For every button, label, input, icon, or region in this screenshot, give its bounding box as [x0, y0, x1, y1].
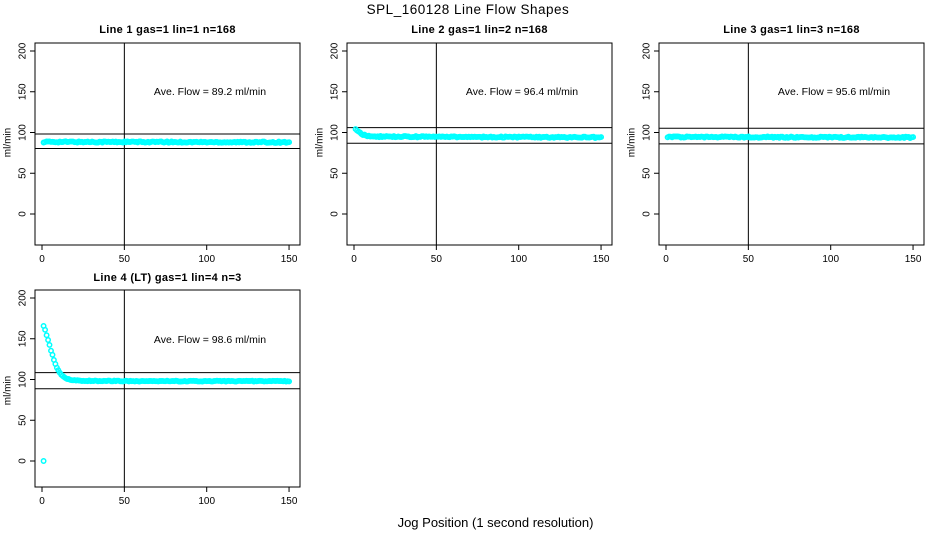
svg-text:50: 50 — [431, 254, 443, 265]
svg-text:200: 200 — [330, 42, 341, 59]
y-axis-label: ml/min — [2, 127, 14, 158]
panel-title: Line 1 gas=1 lin=1 n=168 — [99, 24, 236, 36]
svg-text:150: 150 — [330, 83, 341, 100]
plot-area-line-4-icon: 0 50 100 150 0 50 100 150 200 — [18, 289, 301, 507]
svg-text:150: 150 — [905, 254, 922, 265]
y-axis-label: ml/min — [626, 127, 638, 158]
svg-text:50: 50 — [642, 167, 653, 179]
svg-text:100: 100 — [198, 496, 215, 507]
panel-title: Line 3 gas=1 lin=3 n=168 — [723, 24, 860, 36]
svg-text:0: 0 — [663, 254, 669, 265]
svg-text:100: 100 — [18, 371, 29, 388]
plot-area-line-3-icon: 0 50 100 150 0 50 100 150 200 — [642, 42, 925, 265]
svg-text:150: 150 — [642, 83, 653, 100]
x-axis-label: Jog Position (1 second resolution) — [397, 515, 594, 530]
svg-text:0: 0 — [18, 458, 29, 464]
figure-title: SPL_160128 Line Flow Shapes — [366, 2, 570, 17]
svg-text:100: 100 — [198, 254, 215, 265]
svg-text:50: 50 — [119, 254, 131, 265]
svg-text:150: 150 — [18, 330, 29, 347]
svg-text:100: 100 — [642, 124, 653, 141]
svg-text:100: 100 — [330, 124, 341, 141]
panel-line-3: 0 50 100 150 0 50 100 150 200 Line 3 gas=1 lin=3… — [624, 20, 936, 270]
panel-title: Line 4 (LT) gas=1 lin=4 n=3 — [93, 272, 242, 284]
svg-text:50: 50 — [119, 496, 131, 507]
svg-text:0: 0 — [39, 496, 45, 507]
svg-text:0: 0 — [642, 211, 653, 217]
ave-flow-annotation: Ave. Flow = 89.2 ml/min — [153, 86, 267, 98]
svg-text:0: 0 — [39, 254, 45, 265]
svg-text:50: 50 — [18, 414, 29, 426]
svg-text:200: 200 — [18, 42, 29, 59]
panel-title: Line 2 gas=1 lin=2 n=168 — [411, 24, 548, 36]
svg-text:100: 100 — [822, 254, 839, 265]
ave-flow-annotation: Ave. Flow = 98.6 ml/min — [153, 334, 267, 346]
svg-text:150: 150 — [281, 254, 298, 265]
svg-text:0: 0 — [18, 211, 29, 217]
panel-line-2: 0 50 100 150 0 50 100 150 200 Line 2 gas=1 lin=2… — [312, 20, 624, 270]
svg-text:100: 100 — [510, 254, 527, 265]
svg-text:50: 50 — [18, 167, 29, 179]
svg-text:100: 100 — [18, 124, 29, 141]
plot-area-line-1-icon: 0 50 100 150 0 50 100 150 200 — [18, 42, 301, 265]
svg-text:150: 150 — [593, 254, 610, 265]
y-axis-label: ml/min — [314, 127, 326, 158]
y-axis-label: ml/min — [2, 375, 14, 406]
ave-flow-annotation: Ave. Flow = 95.6 ml/min — [777, 86, 891, 98]
svg-text:0: 0 — [351, 254, 357, 265]
plot-area-line-2-icon: 0 50 100 150 0 50 100 150 200 — [330, 42, 613, 265]
svg-text:50: 50 — [743, 254, 755, 265]
panel-line-1: 0 50 100 150 0 50 100 150 200 Line 1 gas=1 lin=1… — [0, 20, 312, 270]
panel-line-4: 0 50 100 150 0 50 100 150 200 Line 4 (LT) gas=1 … — [0, 268, 312, 518]
svg-text:200: 200 — [642, 42, 653, 59]
svg-text:150: 150 — [18, 83, 29, 100]
svg-text:200: 200 — [18, 289, 29, 306]
svg-text:150: 150 — [281, 496, 298, 507]
ave-flow-annotation: Ave. Flow = 96.4 ml/min — [465, 86, 579, 98]
svg-text:0: 0 — [330, 211, 341, 217]
svg-text:50: 50 — [330, 167, 341, 179]
